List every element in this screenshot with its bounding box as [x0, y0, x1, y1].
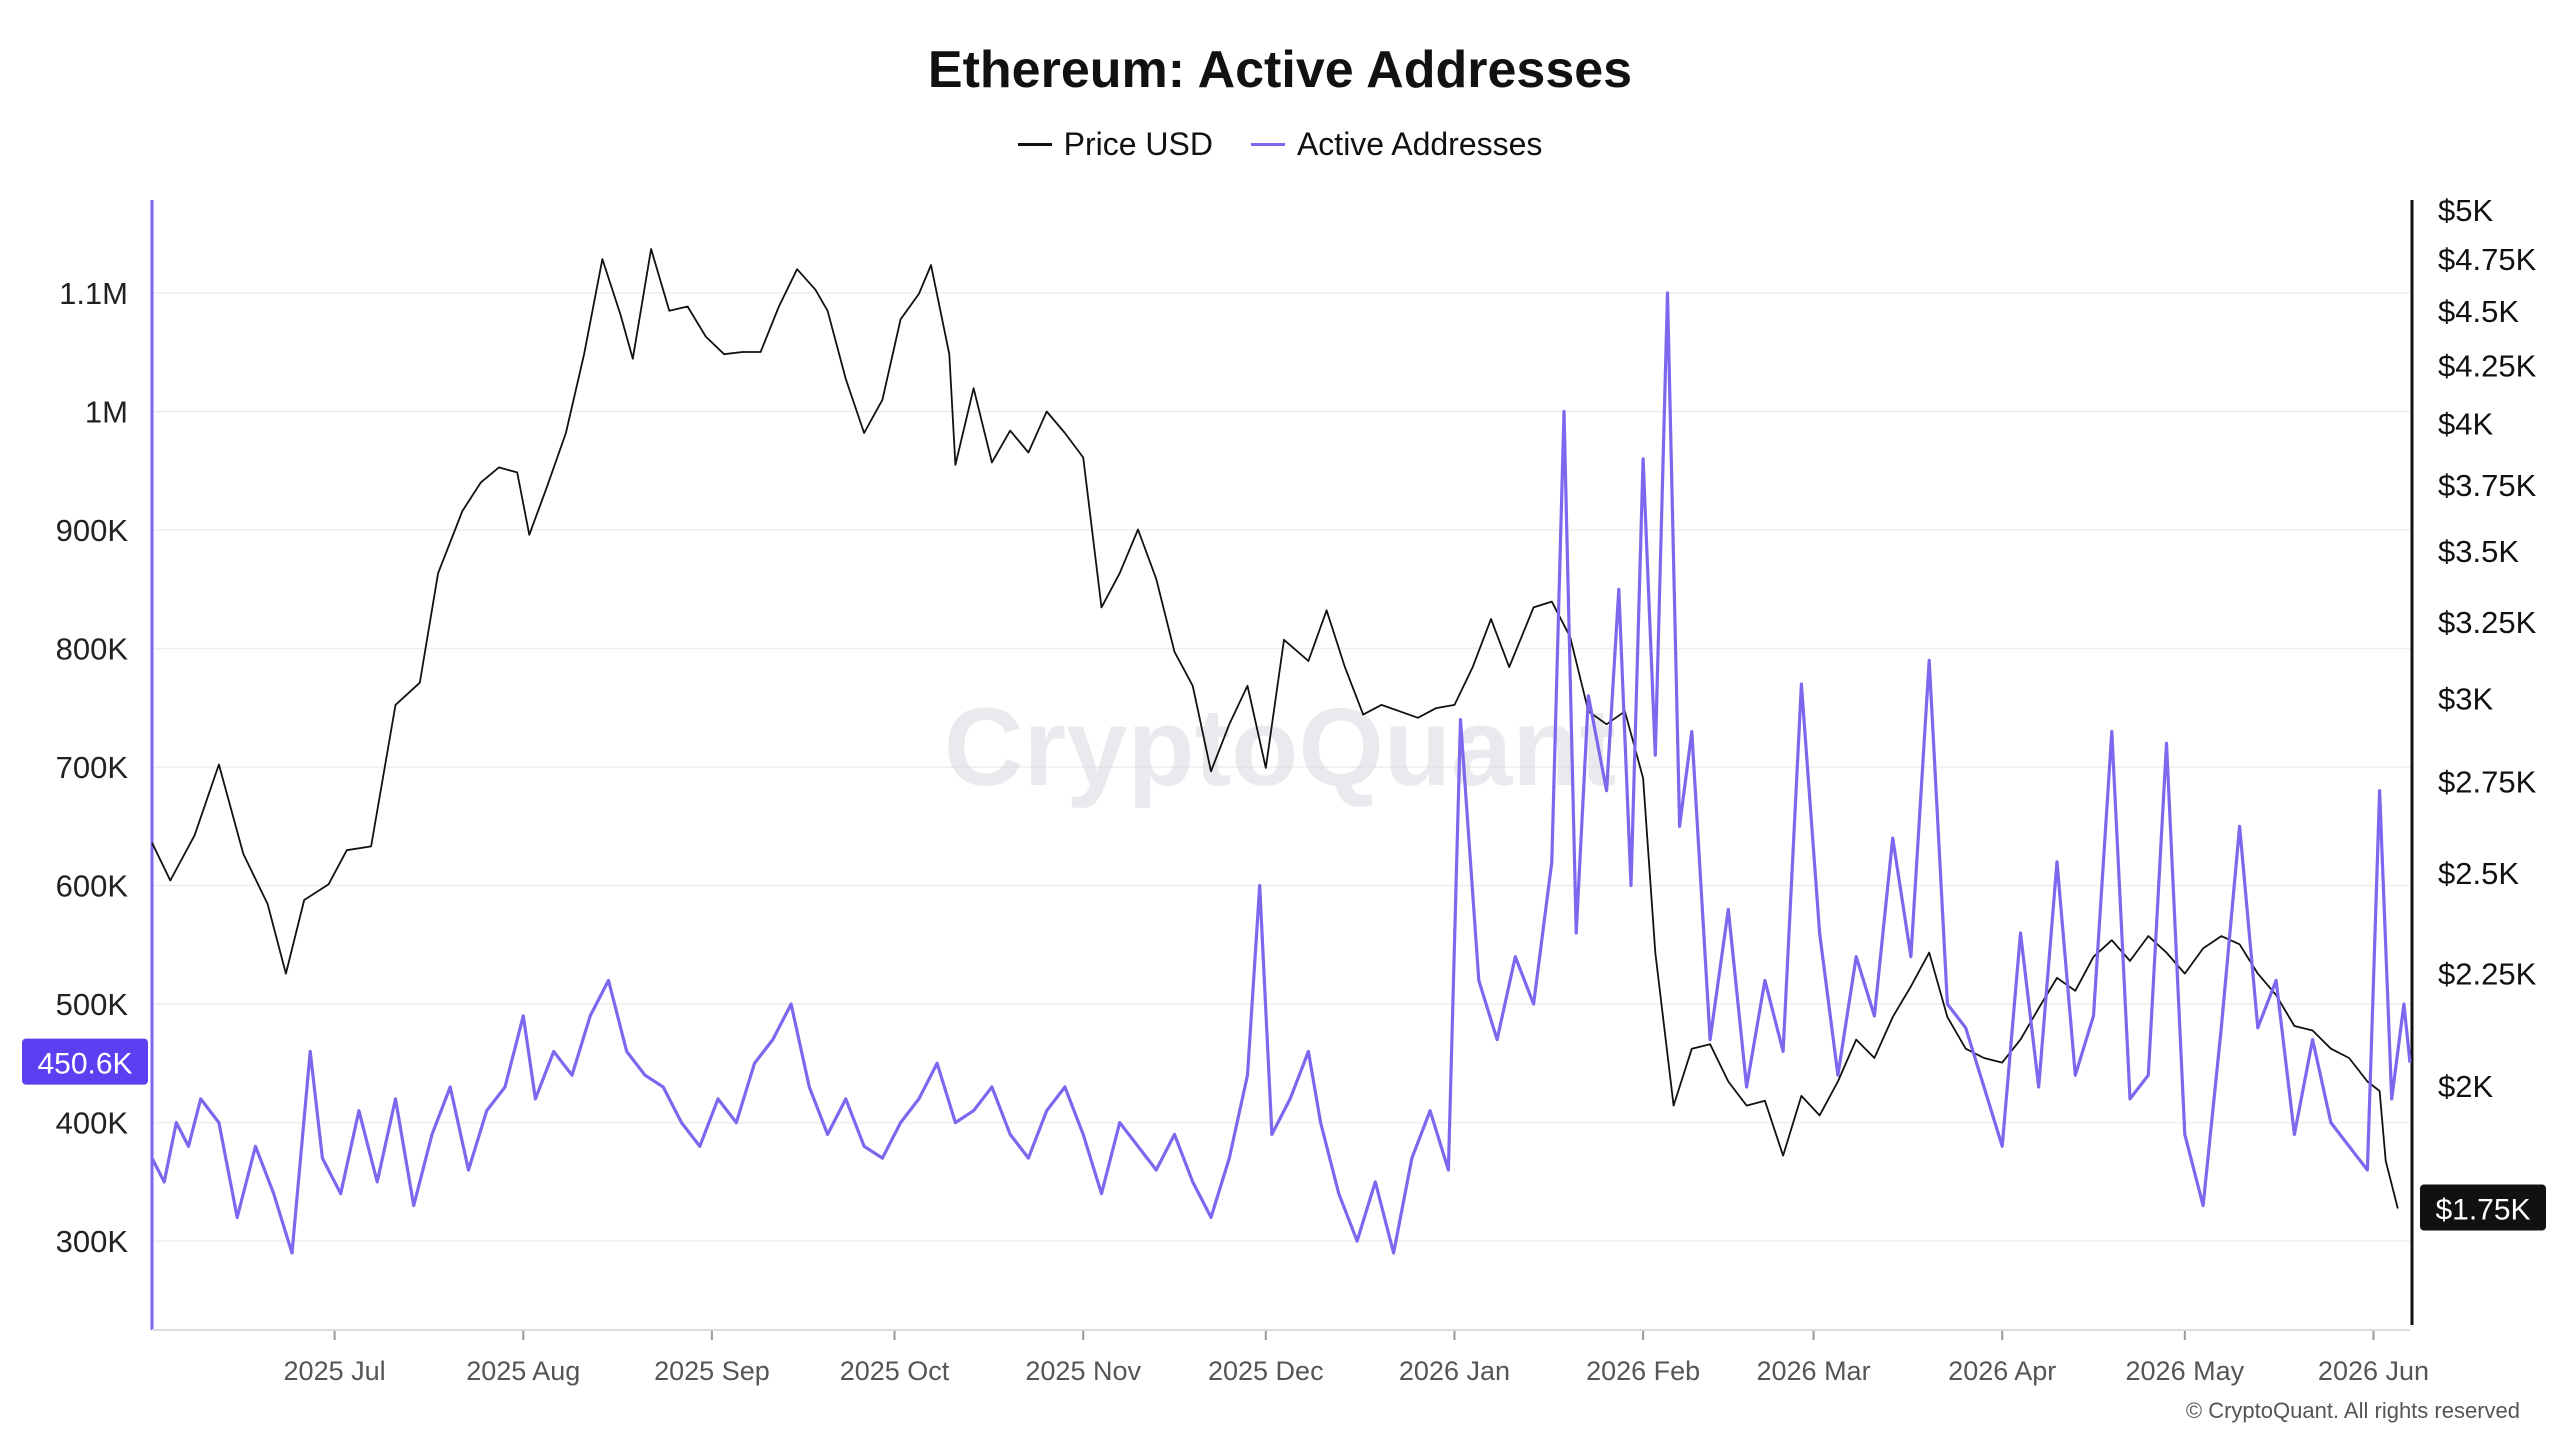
grid-lines [152, 292, 2410, 1242]
watermark: CryptoQuant [944, 686, 1616, 809]
left-axis-tick-label: 700K [56, 750, 129, 785]
left-axis-tick-label: 600K [56, 869, 129, 904]
left-axis-tick-label: 1.1M [59, 276, 128, 311]
right-axis-tick-label: $2.5K [2438, 856, 2519, 891]
series-layer [150, 248, 2412, 1255]
right-axis-tick-label: $2K [2438, 1069, 2493, 1104]
x-axis-tick-label: 2026 Jun [2318, 1356, 2429, 1386]
right-axis-tick-label: $4.5K [2438, 294, 2519, 329]
x-axis-tick-label: 2026 Jan [1399, 1356, 1510, 1386]
right-axis-tick-label: $3.75K [2438, 468, 2537, 503]
right-axis-tick-label: $5K [2438, 193, 2493, 228]
legend-swatch-price [1017, 143, 1052, 146]
copyright-text: © CryptoQuant. All rights reserved [2185, 1398, 2520, 1423]
x-axis-tick-label: 2026 Feb [1586, 1356, 1700, 1386]
right-axis-tick-label: $4.25K [2438, 348, 2537, 383]
right-axis-tick-label: $4K [2438, 406, 2493, 441]
axis-labels: 1.1M 1M 900K 800K 700K 600K 500K 400K 300K $5K $4.… [22, 193, 2546, 1386]
left-axis-tick-label: 500K [56, 987, 129, 1022]
x-axis-tick-label: 2026 Apr [1948, 1356, 2056, 1386]
right-axis-tick-label: $2.75K [2438, 765, 2537, 800]
x-axis-tick-label: 2026 Mar [1757, 1356, 1871, 1386]
legend-item-price[interactable]: Price USD [1017, 126, 1213, 163]
x-axis-tick-label: 2025 Nov [1025, 1356, 1141, 1386]
x-axis-tick-label: 2025 Jul [284, 1356, 386, 1386]
left-axis-tick-label: 400K [56, 1106, 129, 1141]
legend-label-price: Price USD [1063, 126, 1213, 162]
current-active-addresses-label: 450.6K [37, 1048, 132, 1081]
right-axis-tick-label: $3.5K [2438, 534, 2519, 569]
x-axis-tick-label: 2025 Aug [466, 1356, 580, 1386]
legend-item-active-addresses[interactable]: Active Addresses [1250, 126, 1543, 163]
legend: Price USD Active Addresses [0, 126, 2560, 163]
x-axis-tick-label: 2026 May [2126, 1356, 2245, 1386]
series-line-active-addresses [150, 291, 2412, 1255]
x-axis-tick-label: 2025 Oct [840, 1356, 950, 1386]
right-axis-tick-label: $4.75K [2438, 242, 2537, 277]
current-active-addresses-badge [22, 1038, 148, 1085]
right-axis-tick-label: $2.25K [2438, 957, 2537, 992]
legend-label-active-addresses: Active Addresses [1296, 126, 1543, 162]
left-axis-tick-label: 900K [56, 513, 129, 548]
left-axis-tick-label: 300K [56, 1224, 129, 1259]
current-price-badge [2420, 1184, 2546, 1231]
axes [150, 200, 2414, 1340]
x-axis-tick-label: 2025 Dec [1208, 1356, 1324, 1386]
legend-swatch-active-addresses [1250, 143, 1285, 146]
left-axis-tick-label: 800K [56, 632, 129, 667]
current-price-label: $1.75K [2435, 1193, 2530, 1226]
chart-title: Ethereum: Active Addresses [927, 41, 1633, 99]
right-axis-tick-label: $3.25K [2438, 605, 2537, 640]
right-axis-tick-label: $3K [2438, 682, 2493, 717]
left-axis-tick-label: 1M [85, 394, 128, 429]
x-axis-tick-label: 2025 Sep [654, 1356, 770, 1386]
